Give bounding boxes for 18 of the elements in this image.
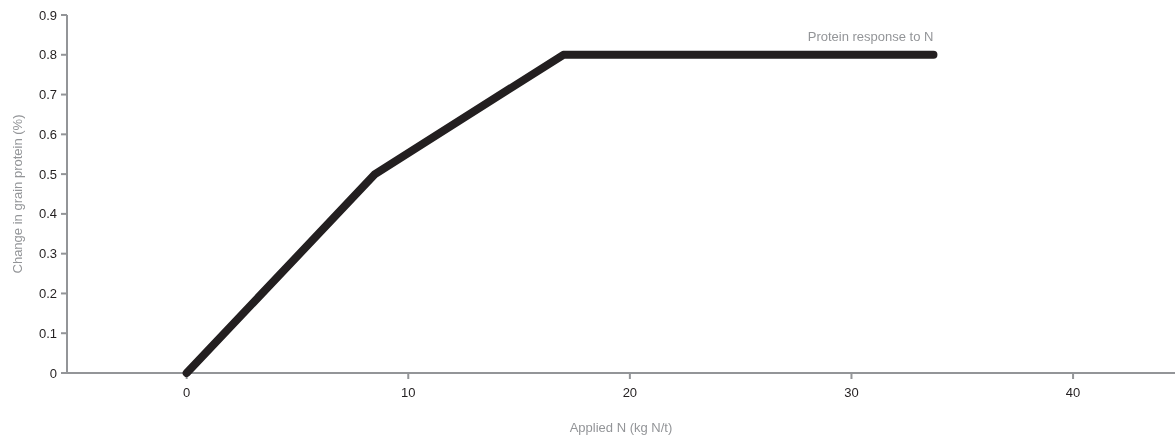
x-tick-label: 0 [183, 385, 191, 400]
y-tick-label: 0.5 [38, 166, 57, 182]
y-tick-label: 0.1 [38, 325, 57, 341]
series-label: Protein response to N [807, 28, 934, 44]
y-tick-label: 0.8 [38, 47, 57, 63]
x-tick-label: 20 [622, 385, 638, 400]
y-tick-label: 0.6 [38, 126, 57, 142]
y-axis-title: Change in grain protein (%) [10, 114, 25, 274]
y-tick-label: 0 [49, 365, 57, 381]
x-axis-title: Applied N (kg N/t) [569, 420, 673, 435]
y-tick-label: 0.7 [38, 87, 57, 103]
y-tick-label: 0.3 [38, 246, 57, 262]
y-tick-label: 0.9 [38, 7, 57, 23]
y-tick-label: 0.4 [38, 206, 57, 222]
x-tick-label: 30 [844, 385, 859, 400]
x-tick-label: 10 [401, 385, 416, 400]
y-tick-label: 0.2 [38, 285, 57, 301]
x-tick-label: 40 [1065, 385, 1081, 400]
